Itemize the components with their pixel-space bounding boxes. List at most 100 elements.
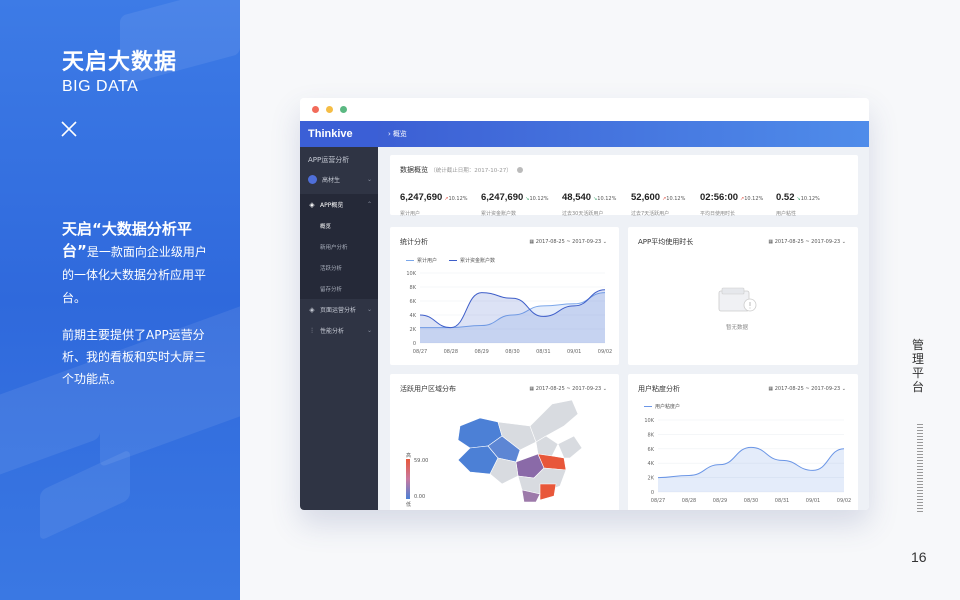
x-tick-label: 08/27 [413, 349, 427, 355]
kpi-item: 6,247,690 ↗10.12% 累计用户 [400, 185, 468, 217]
sidebar-item-performance[interactable]: ⫶ 性能分析 ⌄ [300, 320, 378, 341]
map-region[interactable] [539, 483, 557, 501]
y-tick-label: 8K [648, 432, 655, 438]
kpi-label: 用户粘性 [776, 211, 797, 217]
kpi-value: 48,540 [562, 192, 592, 203]
map-region[interactable] [489, 457, 519, 485]
kpi-value-row: 6,247,690 ↘10.12% [481, 185, 549, 204]
sidebar-item-page-ops[interactable]: ◈ 页面运营分析 ⌄ [300, 299, 378, 320]
kpi-value: 6,247,690 [481, 192, 524, 203]
legend-swatch [449, 259, 458, 262]
chevron-up-icon: ⌃ [366, 201, 372, 208]
map-region[interactable] [557, 435, 583, 459]
breadcrumb[interactable]: 概览 [392, 130, 407, 138]
sidebar-subitem-new-users[interactable]: 新用户分析 [300, 236, 378, 257]
sidebar-subitem-retention[interactable]: 留存分析 [300, 278, 378, 299]
kpi-value-row: 48,540 ↘10.12% [562, 185, 616, 204]
map-legend-low: 低 [406, 502, 412, 508]
date-range-picker[interactable]: ▦ 2017-08-25 ~ 2017-09-23 ⌄ [529, 239, 607, 245]
map-region[interactable] [535, 435, 559, 457]
x-tick-label: 09/01 [567, 349, 581, 355]
stats-legend: 累计用户 累计资金账户数 [406, 257, 495, 264]
browser-window: Thinkive APP运营分析 高材生 ⌄ ◈ APP概览 ⌃ 概览 新用户分… [300, 98, 869, 510]
layers-icon: ◈ [309, 305, 315, 314]
map-region[interactable] [529, 399, 579, 443]
app-logo[interactable]: Thinkive [300, 121, 378, 147]
vertical-section-label: 管理平台 [912, 338, 925, 394]
close-icon[interactable] [60, 120, 78, 138]
window-minimize-dot[interactable] [326, 106, 333, 113]
x-tick-label: 09/01 [806, 498, 820, 504]
calendar-icon: ▦ [529, 386, 535, 392]
map-region[interactable] [521, 489, 541, 503]
usage-card: APP平均使用时长 ▦ 2017-08-25 ~ 2017-09-23 ⌄ 暂无… [628, 227, 858, 365]
overview-note: （统计截止日期：2017-10-27） [430, 168, 512, 174]
date-range-picker[interactable]: ▦ 2017-08-25 ~ 2017-09-23 ⌄ [768, 239, 846, 245]
kpi-item: 52,600 ↗10.12% 过去7天活跃用户 [631, 185, 685, 217]
stats-line-chart: 0 2K 4K 6K 8K 10K 08/27 08/28 08/29 08/30 08/31 09/… [406, 271, 612, 355]
intro-heading-text: 天启“大数据分析平台” [62, 220, 192, 260]
sidebar-user[interactable]: 高材生 ⌄ [300, 169, 378, 190]
kpi-item: 48,540 ↘10.12% 过去30天活跃用户 [562, 185, 616, 217]
trend-up-icon: ↗ [444, 196, 449, 202]
y-tick-label: 10K [644, 418, 654, 424]
kpi-label: 累计用户 [400, 211, 421, 217]
map-region[interactable] [537, 453, 567, 471]
series-line [657, 446, 845, 479]
kpi-label: 平均日使用时长 [700, 211, 736, 217]
kpi-value: 0.52 [776, 192, 795, 203]
window-maximize-dot[interactable] [340, 106, 347, 113]
legend-swatch [644, 405, 652, 408]
series-area [658, 447, 844, 492]
chevron-down-icon: ⌄ [602, 239, 607, 245]
x-tick-label: 09/02 [598, 349, 612, 355]
sidebar-user-name: 高材生 [322, 177, 341, 184]
kpi-change: 10.12% [666, 196, 686, 202]
date-range-text: 2017-08-25 ~ 2017-09-23 [774, 239, 841, 245]
y-tick-label: 8K [410, 285, 417, 291]
info-icon[interactable] [516, 167, 523, 173]
overview-title: 数据概览 （统计截止日期：2017-10-27） [400, 165, 523, 175]
kpi-value-row: 0.52 ↘10.12% [776, 185, 820, 204]
chevron-down-icon: ⌄ [366, 306, 372, 313]
chevron-down-icon: ⌄ [366, 176, 372, 183]
series-line [419, 289, 606, 329]
date-range-text: 2017-08-25 ~ 2017-09-23 [774, 386, 841, 392]
legend-item[interactable]: 累计用户 [406, 257, 437, 264]
decor-stripe [917, 424, 923, 514]
region-title: 活跃用户区域分布 [400, 385, 456, 393]
date-range-picker[interactable]: ▦ 2017-08-25 ~ 2017-09-23 ⌄ [768, 386, 846, 392]
app-header: › 概览 [378, 121, 869, 147]
map-color-scale [406, 459, 410, 499]
legend-item[interactable]: 用户粘度户 [644, 403, 680, 410]
legend-item[interactable]: 累计资金账户数 [449, 257, 495, 264]
x-tick-label: 08/27 [651, 498, 665, 504]
stickiness-legend: 用户粘度户 [644, 403, 680, 410]
calendar-icon: ▦ [768, 386, 774, 392]
empty-state-text: 暂无数据 [726, 325, 749, 331]
y-tick-label: 4K [410, 313, 417, 319]
trend-up-icon: ↗ [740, 196, 745, 202]
map-region[interactable] [497, 421, 537, 451]
sidebar-subitem-active[interactable]: 活跃分析 [300, 257, 378, 278]
avatar [308, 175, 317, 184]
y-tick-label: 0 [651, 490, 654, 496]
stickiness-card: 用户粘度分析 ▦ 2017-08-25 ~ 2017-09-23 ⌄ 用户粘度户… [628, 374, 858, 510]
y-tick-label: 2K [410, 327, 417, 333]
breadcrumb-chevron-icon: › [388, 130, 391, 138]
window-close-dot[interactable] [312, 106, 319, 113]
sidebar-subitem-overview[interactable]: 概览 [300, 215, 378, 236]
sliders-icon: ⫶ [311, 326, 313, 335]
date-range-picker[interactable]: ▦ 2017-08-25 ~ 2017-09-23 ⌄ [529, 386, 607, 392]
y-tick-label: 6K [648, 447, 655, 453]
trend-down-icon: ↘ [796, 196, 801, 202]
sidebar-item-app-overview[interactable]: ◈ APP概览 ⌃ [300, 194, 378, 215]
kpi-change: 10.12% [529, 196, 549, 202]
y-tick-label: 6K [410, 299, 417, 305]
kpi-value: 6,247,690 [400, 192, 443, 203]
kpi-item: 0.52 ↘10.12% 用户粘性 [776, 185, 820, 217]
x-tick-label: 08/31 [775, 498, 789, 504]
kpi-value: 52,600 [631, 192, 661, 203]
y-tick-label: 10K [406, 271, 416, 277]
intro-body: 是一款面向企业级用户的一体化大数据分析应用平台。 [62, 245, 207, 305]
